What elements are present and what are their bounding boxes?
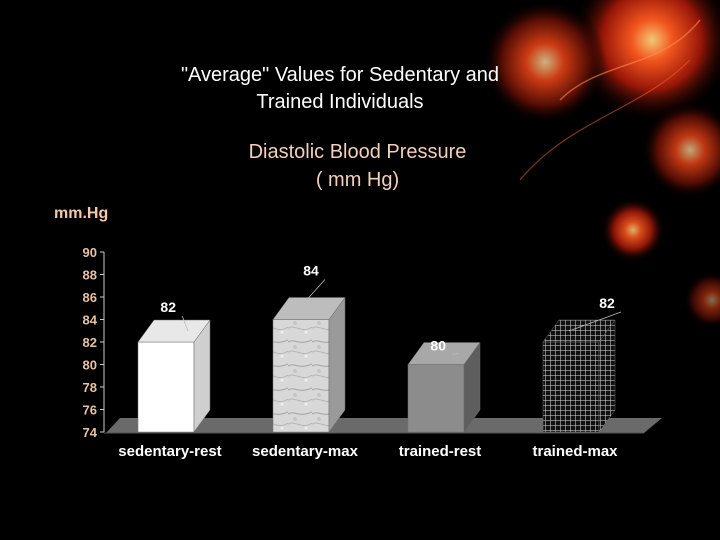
y-tick-label: 76: [83, 403, 97, 418]
leader-line: [568, 311, 622, 332]
title-line-2: Trained Individuals: [256, 91, 424, 113]
slide-title: "Average" Values for Sedentary and Train…: [110, 62, 570, 116]
floor-top: [106, 418, 662, 433]
glow-edge-right: [684, 272, 720, 328]
swirl-line: [559, 19, 701, 101]
bar-top: [407, 342, 481, 365]
category-label: sedentary-rest: [118, 443, 221, 460]
y-axis: 90 88 86 84 82 80 78 76 74: [83, 245, 105, 440]
bar-top: [137, 319, 211, 343]
bar-front: [137, 341, 195, 433]
category-label: trained-max: [532, 443, 618, 460]
leader-line: [181, 315, 189, 332]
bar-front: [542, 341, 600, 433]
y-tick-label: 88: [83, 268, 97, 283]
data-labels: 82 84 80 82: [160, 263, 615, 354]
data-label: 84: [303, 263, 319, 279]
subtitle-line-2: ( mm Hg): [315, 169, 400, 191]
bar-top: [272, 297, 346, 320]
category-label: sedentary-max: [252, 443, 359, 460]
bar-sedentary-max: [272, 296, 346, 433]
bar-sedentary-rest: [137, 319, 211, 433]
category-labels: sedentary-rest sedentary-max trained-rest t…: [118, 443, 618, 460]
bar-trained-rest: [407, 341, 481, 433]
y-tick-label: 82: [83, 335, 97, 350]
glow-upper-left: [483, 0, 607, 124]
bar-side: [328, 296, 346, 433]
data-label: 82: [599, 295, 615, 311]
leader-line: [452, 353, 459, 355]
chart-floor: [104, 418, 662, 434]
bar-front: [407, 364, 465, 433]
connector-lines: [181, 279, 622, 355]
bar-trained-max: [542, 319, 616, 433]
glow-top-right: [570, 0, 720, 122]
title-line-1: "Average" Values for Sedentary and: [180, 64, 500, 86]
y-tick-label: 78: [83, 380, 97, 395]
leader-line: [298, 279, 326, 309]
glow-mid-right: [642, 102, 720, 198]
bars: [137, 296, 616, 433]
swirl-line: [519, 59, 691, 181]
y-tick-label: 84: [83, 313, 98, 328]
data-label: 82: [160, 299, 176, 315]
bar-front: [272, 319, 330, 433]
chart-subtitle: Diastolic Blood Pressure ( mm Hg): [200, 138, 515, 194]
y-tick-label: 86: [83, 290, 97, 305]
y-axis-label: mm.Hg: [54, 205, 109, 222]
y-tick-label: 74: [83, 425, 98, 440]
y-tick-label: 90: [83, 245, 97, 260]
data-label: 80: [430, 338, 446, 354]
subtitle-line-1: Diastolic Blood Pressure: [248, 141, 467, 163]
bar-top: [542, 319, 616, 343]
glow-lower-right: [601, 198, 665, 262]
y-tick-label: 80: [83, 358, 97, 373]
category-label: trained-rest: [399, 443, 482, 460]
